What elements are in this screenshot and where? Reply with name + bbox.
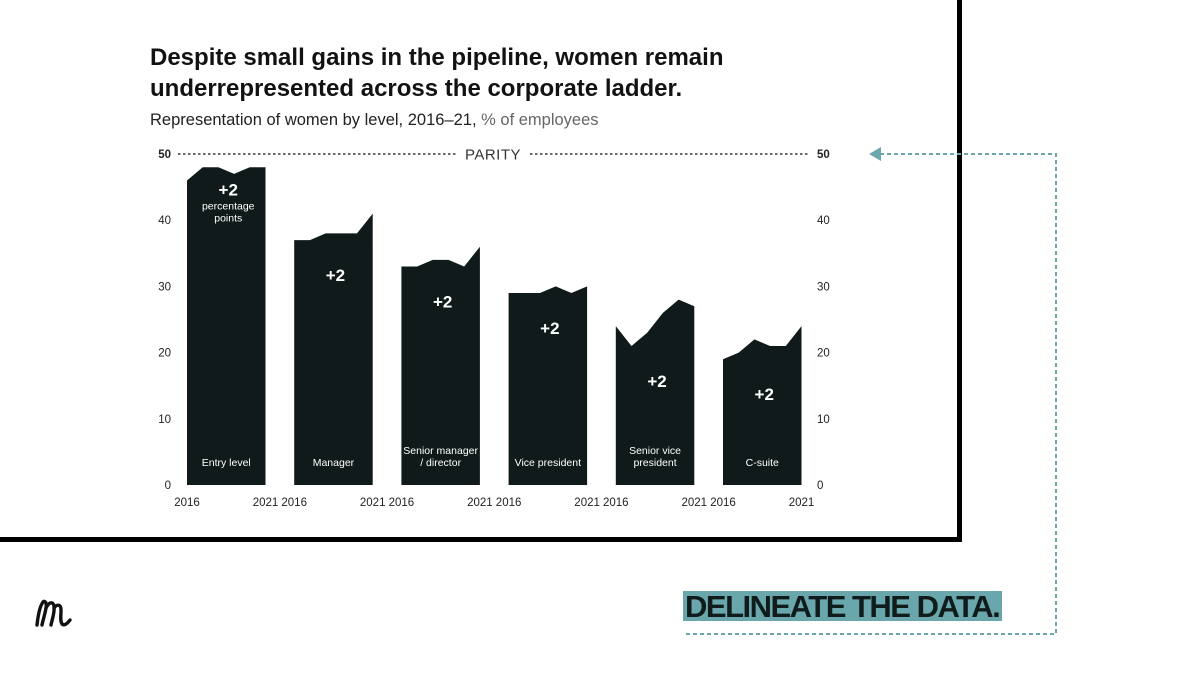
category-label: / director [420,457,461,469]
category-label: Entry level [202,457,251,469]
x-tick-label: 2021 [789,497,815,509]
category-label: Senior vice [629,445,681,457]
change-label: +2 [219,180,238,199]
y-tick-right: 20 [817,348,830,360]
x-tick-label: 2021 [682,497,708,509]
change-label: +2 [755,385,774,404]
change-label: +2 [647,372,666,391]
brand-logo-icon [35,599,72,627]
x-tick-label: 2016 [496,497,522,509]
parity-label: PARITY [465,147,521,164]
area-series [508,286,588,485]
y-tick-left: 20 [158,348,171,360]
y-tick-right: 40 [817,215,830,227]
x-tick-label: 2021 [360,497,386,509]
x-tick-label: 2016 [389,497,415,509]
x-tick-label: 2016 [281,497,307,509]
x-tick-label: 2021 [574,497,600,509]
y-tick-left: 30 [158,281,171,293]
y-tick-right: 50 [817,149,830,161]
subtitle-main: Representation of women by level, 2016–2… [150,111,477,129]
brand-tagline: DELINEATE THE DATA. [683,591,1003,622]
y-tick-right: 30 [817,281,830,293]
change-note: percentage [202,200,255,212]
y-tick-left: 50 [158,149,171,161]
x-tick-label: 2021 [253,497,279,509]
chart-subtitle: Representation of women by level, 2016–2… [150,111,599,130]
chart-title: Despite small gains in the pipeline, wom… [150,44,724,102]
category-label: Manager [313,457,355,469]
change-label: +2 [433,293,452,312]
x-tick-label: 2016 [710,497,736,509]
y-tick-right: 10 [817,414,830,426]
subtitle-unit: % of employees [481,111,599,129]
area-series [615,299,695,485]
change-note: points [214,212,242,224]
area-series [723,326,802,485]
category-label: C-suite [746,457,779,469]
change-label: +2 [540,319,559,338]
chart-frame [0,0,962,542]
category-label: Senior manager [403,445,478,457]
y-tick-left: 0 [165,480,171,492]
y-tick-left: 10 [158,414,171,426]
y-tick-left: 40 [158,215,171,227]
category-label: Vice president [515,457,581,469]
y-tick-right: 0 [817,480,823,492]
area-series [187,167,266,485]
area-series [294,213,373,485]
x-tick-label: 2016 [603,497,629,509]
x-tick-label: 2021 [467,497,493,509]
change-label: +2 [326,266,345,285]
category-label: president [633,457,676,469]
x-tick-label: 2016 [174,497,200,509]
area-series [401,246,480,485]
